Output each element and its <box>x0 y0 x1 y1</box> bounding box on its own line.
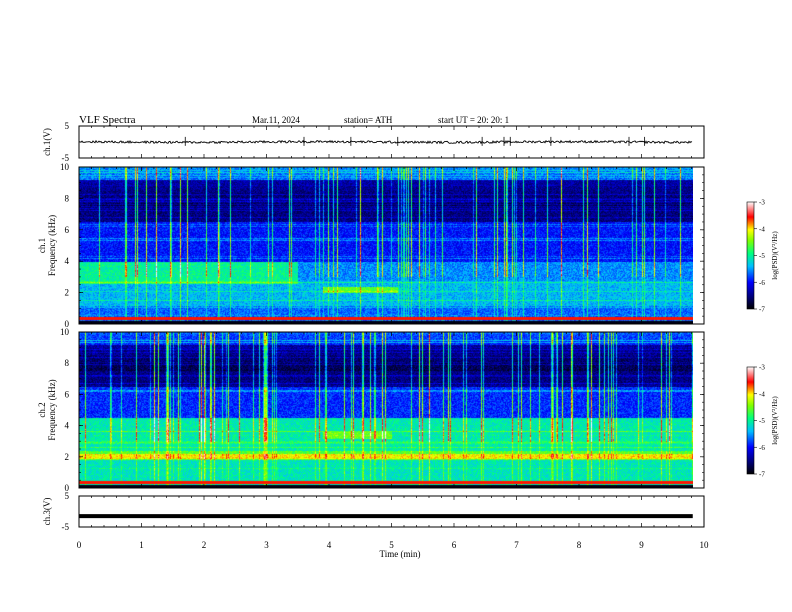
y-tick-label: -5 <box>62 522 70 532</box>
x-tick-label: 9 <box>639 540 644 550</box>
x-tick-label: 5 <box>389 540 394 550</box>
y-tick-label: 10 <box>60 327 70 337</box>
y-tick-label: 8 <box>65 358 70 368</box>
y-tick-label: 0 <box>65 319 70 329</box>
y-tick-label: 0 <box>65 483 70 493</box>
ch3-waveform-panel-frame <box>78 495 705 528</box>
colorbar <box>746 201 755 310</box>
y-tick-label: 4 <box>65 421 70 431</box>
y-axis-label: Frequency (kHz) <box>47 379 57 440</box>
y-tick-label: 2 <box>65 452 70 462</box>
colorbar-tick-label: -7 <box>759 471 765 479</box>
y-tick-label: 5 <box>65 491 70 501</box>
colorbar-tick-label: -5 <box>759 252 765 260</box>
y-axis-label: ch.1(V) <box>42 128 52 156</box>
colorbar-tick-label: -6 <box>759 444 765 452</box>
colorbar-tick-label: -7 <box>759 306 765 314</box>
x-tick-label: 4 <box>327 540 332 550</box>
colorbar-label: log(PSD)(V²/Hz) <box>771 231 779 280</box>
figure-title: VLF Spectra <box>79 114 136 126</box>
y-axis-label: ch.3(V) <box>42 498 52 526</box>
colorbar-label: log(PSD)(V²/Hz) <box>771 396 779 445</box>
x-tick-label: 10 <box>700 540 710 550</box>
date-label: Mar.11, 2024 <box>252 115 300 125</box>
colorbar <box>746 366 755 475</box>
ch1-spectrogram-image <box>79 167 693 324</box>
x-tick-label: 3 <box>264 540 269 550</box>
x-tick-label: 2 <box>202 540 207 550</box>
colorbar-tick-label: -6 <box>759 279 765 287</box>
ch2-spectrogram-image <box>79 332 693 488</box>
x-tick-label: 1 <box>139 540 144 550</box>
y-axis-label: Frequency (kHz) <box>47 215 57 276</box>
colorbar-tick-label: -4 <box>759 390 765 398</box>
x-tick-label: 6 <box>452 540 457 550</box>
colorbar-tick-label: -3 <box>759 199 765 207</box>
ch1-waveform-trace <box>78 139 693 145</box>
station-label: station= ATH <box>344 115 393 125</box>
y-tick-label: 2 <box>65 288 70 298</box>
colorbar-tick-label: -5 <box>759 417 765 425</box>
x-tick-label: 0 <box>77 540 82 550</box>
y-tick-label: 10 <box>60 162 70 172</box>
x-axis-label: Time (min) <box>380 549 421 559</box>
colorbar-tick-label: -3 <box>759 364 765 372</box>
y-tick-label: 5 <box>65 121 70 131</box>
colorbar-tick-label: -4 <box>759 225 765 233</box>
y-tick-label: 6 <box>65 389 70 399</box>
x-tick-label: 7 <box>514 540 519 550</box>
y-axis-label: ch.2 <box>37 402 47 417</box>
x-tick-label: 8 <box>577 540 582 550</box>
y-tick-label: 6 <box>65 225 70 235</box>
start-time-label: start UT = 20: 20: 1 <box>438 115 509 125</box>
y-tick-label: 8 <box>65 193 70 203</box>
y-tick-label: -5 <box>62 153 70 163</box>
y-axis-label: ch.1 <box>37 238 47 253</box>
y-tick-label: 4 <box>65 256 70 266</box>
